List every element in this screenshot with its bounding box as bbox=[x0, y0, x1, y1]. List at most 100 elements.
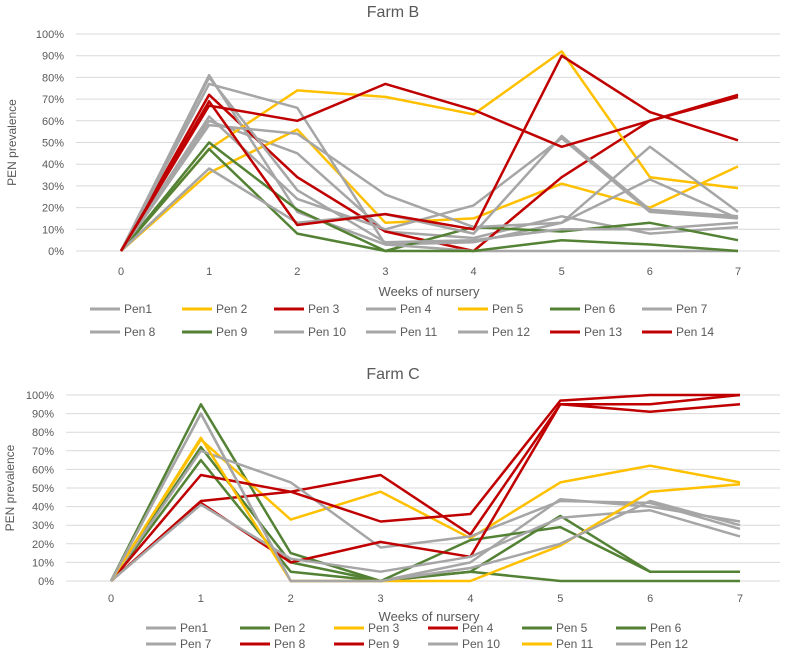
legend-item: Pen 11 bbox=[366, 325, 437, 339]
legend-label: Pen 6 bbox=[584, 302, 616, 316]
legend-item: Pen 7 bbox=[146, 637, 212, 651]
y-tick-label: 20% bbox=[42, 203, 64, 215]
legend-label: Pen 9 bbox=[216, 325, 248, 339]
y-tick-label: 30% bbox=[42, 181, 64, 193]
legend-label: Pen 9 bbox=[368, 637, 400, 651]
x-tick-label: 0 bbox=[118, 266, 124, 278]
chart-title: Farm C bbox=[366, 366, 419, 383]
y-tick-label: 70% bbox=[32, 446, 54, 458]
legend-label: Pen 3 bbox=[368, 621, 400, 635]
series-line-pen-9 bbox=[110, 393, 740, 582]
series-line-pen-11 bbox=[119, 115, 739, 252]
series-line-pen-8 bbox=[119, 123, 739, 252]
series-line-pen-6 bbox=[109, 445, 740, 583]
chart-title: Farm B bbox=[367, 4, 419, 21]
x-tick-label: 3 bbox=[382, 266, 388, 278]
legend-item: Pen 11 bbox=[522, 637, 593, 651]
legend-label: Pen 6 bbox=[650, 621, 682, 635]
y-tick-label: 70% bbox=[42, 94, 64, 106]
series-line-pen-5 bbox=[120, 50, 739, 252]
x-tick-label: 1 bbox=[198, 593, 204, 605]
x-tick-label: 7 bbox=[737, 593, 743, 605]
x-axis-label: Weeks of nursery bbox=[379, 284, 480, 299]
legend-item: Pen 14 bbox=[642, 325, 714, 339]
y-tick-label: 60% bbox=[32, 464, 54, 476]
series-line-pen-11 bbox=[109, 436, 741, 583]
legend-label: Pen1 bbox=[180, 621, 208, 635]
y-tick-label: 0% bbox=[38, 576, 54, 588]
y-tick-label: 50% bbox=[42, 138, 64, 150]
series-line-pen1 bbox=[109, 412, 741, 583]
series-line-pen-7 bbox=[119, 82, 738, 253]
series-line-pen-10 bbox=[110, 503, 741, 582]
legend-item: Pen 3 bbox=[274, 302, 340, 316]
x-tick-label: 3 bbox=[378, 593, 384, 605]
legend-label: Pen 7 bbox=[180, 637, 212, 651]
chart-2: Farm C 0% 10% 20% 30% 40% 50% 60% 70% 80% 90% 100% 0… bbox=[3, 366, 780, 651]
x-tick-label: 0 bbox=[108, 593, 114, 605]
y-tick-label: 90% bbox=[42, 51, 64, 63]
y-tick-label: 10% bbox=[32, 557, 54, 569]
series-line-pen-12 bbox=[119, 76, 739, 252]
x-tick-label: 5 bbox=[559, 266, 565, 278]
y-axis-label: PEN prevalence bbox=[5, 99, 19, 186]
legend-item: Pen 9 bbox=[182, 325, 248, 339]
legend-label: Pen 12 bbox=[492, 325, 530, 339]
legend-item: Pen 8 bbox=[90, 325, 156, 339]
series-line-pen-10 bbox=[120, 134, 739, 252]
x-tick-label: 2 bbox=[294, 266, 300, 278]
legend-item: Pen 2 bbox=[240, 621, 306, 635]
chart-1: Farm B 0% 10% 20% 30% 40% 50% 60% 70% 80% 90% 100% 0… bbox=[5, 4, 780, 339]
legend: Pen1 Pen 2 Pen 3 Pen 4 Pen 5 Pen 6 Pen 7 Pen 8 P… bbox=[146, 621, 688, 651]
x-axis-label: Weeks of nursery bbox=[379, 609, 480, 624]
legend-label: Pen 10 bbox=[308, 325, 346, 339]
y-tick-label: 10% bbox=[42, 224, 64, 236]
legend-item: Pen 2 bbox=[182, 302, 248, 316]
legend-item: Pen 13 bbox=[550, 325, 622, 339]
legend-label: Pen 4 bbox=[462, 621, 494, 635]
y-tick-label: 80% bbox=[42, 72, 64, 84]
legend-item: Pen 12 bbox=[458, 325, 530, 339]
legend-item: Pen 10 bbox=[428, 637, 500, 651]
legend-label: Pen 7 bbox=[676, 302, 708, 316]
legend-item: Pen 10 bbox=[274, 325, 346, 339]
x-tick-label: 4 bbox=[467, 593, 473, 605]
y-tick-label: 0% bbox=[48, 246, 64, 258]
legend-label: Pen 5 bbox=[492, 302, 524, 316]
legend-label: Pen 3 bbox=[308, 302, 340, 316]
x-tick-label: 4 bbox=[471, 266, 477, 278]
legend-item: Pen 5 bbox=[522, 621, 588, 635]
legend-label: Pen 5 bbox=[556, 621, 588, 635]
y-tick-label: 80% bbox=[32, 427, 54, 439]
y-tick-label: 40% bbox=[32, 502, 54, 514]
y-tick-label: 60% bbox=[42, 116, 64, 128]
series-line-pen-3 bbox=[109, 438, 741, 582]
legend-label: Pen 8 bbox=[274, 637, 306, 651]
legend-label: Pen 2 bbox=[274, 621, 306, 635]
legend-item: Pen1 bbox=[90, 302, 152, 316]
legend-item: Pen 6 bbox=[616, 621, 682, 635]
legend-item: Pen 12 bbox=[616, 637, 688, 651]
y-tick-label: 100% bbox=[36, 29, 64, 41]
y-tick-label: 40% bbox=[42, 159, 64, 171]
series-line-pen-14 bbox=[119, 54, 739, 252]
series-line-pen-9 bbox=[120, 147, 739, 253]
legend-label: Pen 14 bbox=[676, 325, 714, 339]
series-line-pen-8 bbox=[110, 403, 741, 582]
legend-item: Pen 4 bbox=[366, 302, 432, 316]
y-tick-label: 100% bbox=[26, 390, 54, 402]
legend-item: Pen 7 bbox=[642, 302, 708, 316]
y-axis-label: PEN prevalence bbox=[3, 444, 17, 531]
legend-label: Pen 8 bbox=[124, 325, 156, 339]
y-tick-label: 50% bbox=[32, 483, 54, 495]
x-tick-label: 6 bbox=[647, 593, 653, 605]
series-line-pen-13 bbox=[119, 82, 739, 252]
series-line-pen-6 bbox=[120, 141, 739, 253]
series-line-pen-4 bbox=[110, 393, 741, 582]
series-line-pen-12 bbox=[109, 412, 741, 583]
x-tick-label: 7 bbox=[735, 266, 741, 278]
legend-item: Pen1 bbox=[146, 621, 208, 635]
y-tick-label: 30% bbox=[32, 520, 54, 532]
legend-item: Pen 5 bbox=[458, 302, 524, 316]
